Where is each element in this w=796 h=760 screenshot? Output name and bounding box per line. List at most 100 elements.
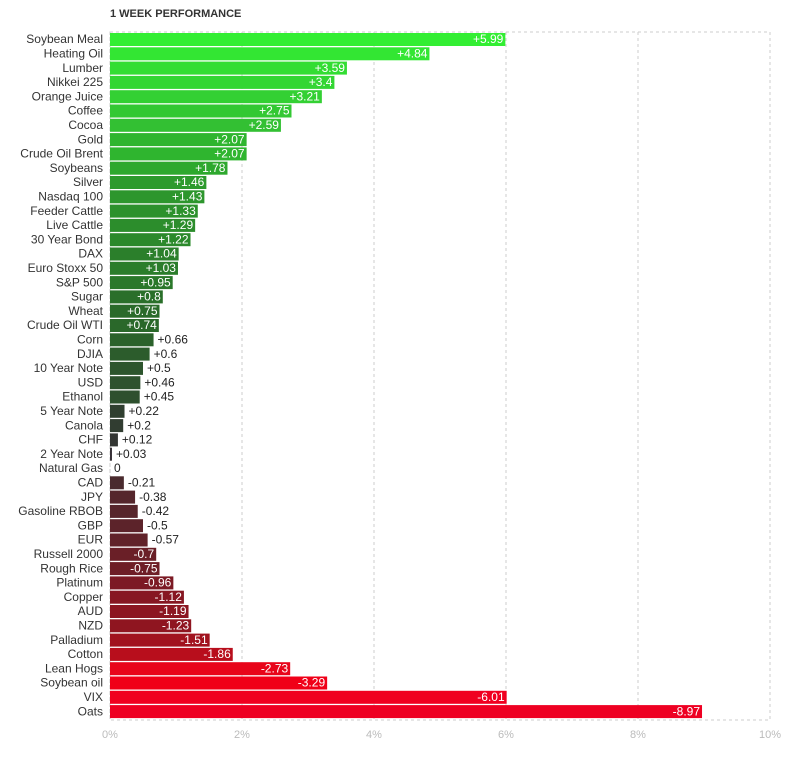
bar xyxy=(110,47,430,61)
y-tick-label: Heating Oil xyxy=(44,46,103,60)
bar xyxy=(110,90,322,104)
value-label: +1.33 xyxy=(165,204,196,218)
y-tick-label: Palladium xyxy=(50,633,103,647)
y-tick-label: Orange Juice xyxy=(32,89,104,103)
value-label: +1.03 xyxy=(146,261,177,275)
x-tick-label: 10% xyxy=(759,729,781,741)
value-label: +1.46 xyxy=(174,175,205,189)
value-label: +1.78 xyxy=(195,161,226,175)
value-label: -0.7 xyxy=(134,547,155,561)
bar xyxy=(110,104,292,118)
bar xyxy=(110,176,207,189)
value-label: +0.46 xyxy=(144,375,175,389)
y-tick-label: 30 Year Bond xyxy=(31,232,103,246)
value-label: +3.21 xyxy=(289,89,320,103)
y-tick-label: Cocoa xyxy=(68,118,103,132)
value-label: -1.51 xyxy=(180,633,208,647)
bar xyxy=(110,376,141,390)
y-tick-label: Soybeans xyxy=(50,161,103,175)
y-tick-label: Soybean Meal xyxy=(26,32,103,46)
x-tick-label: 8% xyxy=(630,729,646,741)
bar xyxy=(110,61,347,75)
bar xyxy=(110,619,192,633)
y-tick-label: Euro Stoxx 50 xyxy=(28,261,104,275)
value-label: +0.5 xyxy=(147,361,171,375)
bar xyxy=(110,304,160,318)
bar xyxy=(110,504,138,518)
y-tick-label: DAX xyxy=(78,247,103,261)
y-tick-label: NZD xyxy=(78,618,103,632)
y-tick-label: Nikkei 225 xyxy=(47,75,103,89)
bar xyxy=(110,676,328,690)
y-tick-label: AUD xyxy=(78,604,104,618)
bar xyxy=(110,118,281,132)
value-label: +2.07 xyxy=(214,147,245,161)
bar xyxy=(110,419,124,433)
bar xyxy=(110,605,189,618)
y-tick-label: Coffee xyxy=(68,104,103,118)
y-tick-label: Cotton xyxy=(68,647,103,661)
value-label: +1.29 xyxy=(163,218,194,232)
value-label: -3.29 xyxy=(298,676,326,690)
bar xyxy=(110,547,157,561)
bar xyxy=(110,276,173,290)
value-label: +2.75 xyxy=(259,104,290,118)
bar xyxy=(110,662,291,676)
value-label: +0.95 xyxy=(140,275,171,289)
y-tick-label: USD xyxy=(78,375,104,389)
value-label: +2.07 xyxy=(214,132,245,146)
value-label: -0.57 xyxy=(152,533,180,547)
bar xyxy=(110,404,125,418)
bar xyxy=(110,647,233,661)
bar xyxy=(110,562,160,576)
value-label: -1.86 xyxy=(203,647,231,661)
y-tick-label: Live Cattle xyxy=(46,218,103,232)
bar xyxy=(110,204,198,218)
value-label: -1.23 xyxy=(162,618,190,632)
value-label: +0.22 xyxy=(129,404,160,418)
y-tick-label: VIX xyxy=(84,690,103,704)
x-tick-label: 2% xyxy=(234,729,250,741)
y-tick-label: Lumber xyxy=(62,61,103,75)
value-label: -0.75 xyxy=(130,561,158,575)
value-label: 0 xyxy=(114,461,121,475)
value-label: +3.59 xyxy=(315,61,346,75)
value-label: -1.12 xyxy=(155,590,183,604)
chart-title: 1 WEEK PERFORMANCE xyxy=(110,8,241,20)
y-tick-label: Russell 2000 xyxy=(34,547,104,561)
bar xyxy=(110,519,143,533)
y-tick-label: Crude Oil WTI xyxy=(27,318,103,332)
bar xyxy=(110,133,247,147)
y-tick-label: Silver xyxy=(73,175,103,189)
y-tick-label: CHF xyxy=(78,433,103,447)
y-tick-label: Ethanol xyxy=(62,390,103,404)
bar xyxy=(110,233,191,247)
value-label: +4.84 xyxy=(397,46,428,60)
value-label: -2.73 xyxy=(261,661,289,675)
y-tick-label: 10 Year Note xyxy=(34,361,104,375)
y-tick-label: 5 Year Note xyxy=(40,404,103,418)
value-label: +0.03 xyxy=(116,447,147,461)
value-label: +2.59 xyxy=(249,118,280,132)
bar xyxy=(110,705,703,719)
y-tick-label: Sugar xyxy=(71,290,103,304)
value-label: +1.22 xyxy=(158,232,189,246)
bar xyxy=(110,190,205,204)
value-label: -6.01 xyxy=(477,690,505,704)
value-label: -0.96 xyxy=(144,576,172,590)
bar xyxy=(110,218,196,232)
x-tick-label: 4% xyxy=(366,729,382,741)
value-label: -8.97 xyxy=(673,704,701,718)
value-label: +0.8 xyxy=(137,290,161,304)
value-label: -0.21 xyxy=(128,475,156,489)
bar xyxy=(110,319,159,332)
y-tick-label: Wheat xyxy=(68,304,103,318)
value-label: -0.38 xyxy=(139,490,167,504)
y-tick-label: Natural Gas xyxy=(39,461,103,475)
value-label: +0.75 xyxy=(127,304,158,318)
bar xyxy=(110,690,507,704)
bar xyxy=(110,433,118,447)
y-tick-label: Crude Oil Brent xyxy=(20,147,103,161)
y-tick-label: Canola xyxy=(65,418,103,432)
bar xyxy=(110,347,150,361)
